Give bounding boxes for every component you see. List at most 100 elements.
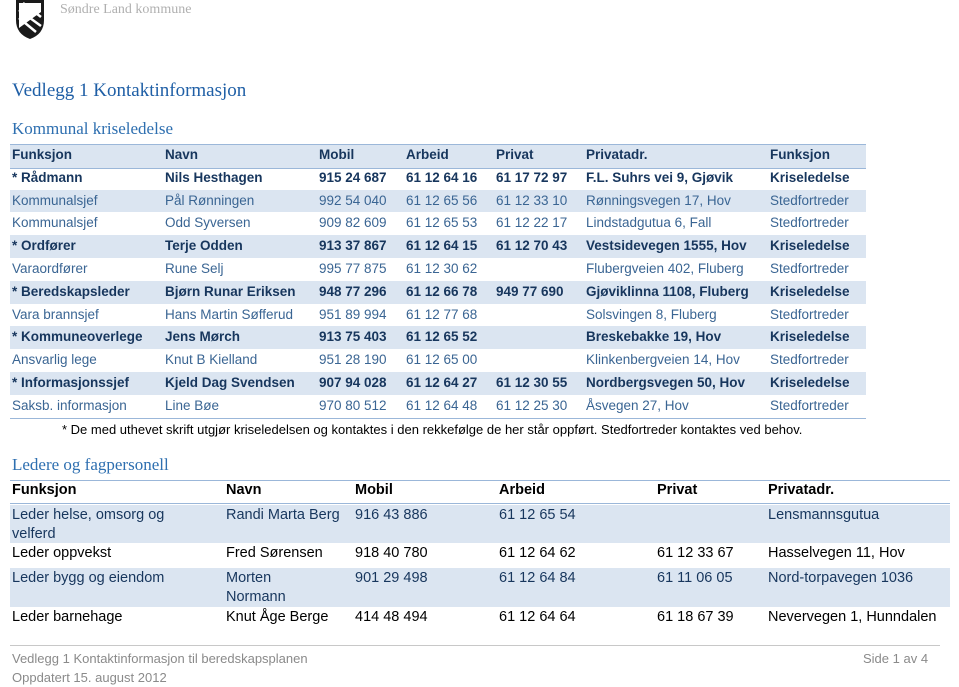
table-cell: 951 89 994 [319,306,387,322]
table-cell: Kriseledelse [770,169,850,185]
column-header: Privatadr. [586,147,648,162]
table-cell: Vara brannsjef [12,306,99,322]
table-cell: Morten Normann [226,570,286,605]
table-cell: Odd Syversen [165,215,251,231]
table-cell: Hans Martin Søfferud [165,306,294,322]
column-header: Navn [226,482,262,498]
table-cell: Knut B Kielland [165,352,258,368]
row-band [10,326,866,350]
footer-text: Vedlegg 1 Kontaktinformasjon til beredsk… [12,651,308,666]
section-heading: Kommunal kriseledelse [12,119,173,138]
table-cell: Lensmannsgutua [768,507,880,523]
table-cell: Randi Marta Berg [226,507,340,523]
table-cell: 61 12 33 10 [496,192,568,208]
table-cell: 913 37 867 [319,238,387,254]
table-cell: Fred Sørensen [226,545,323,561]
table-cell: 61 12 22 17 [496,215,568,231]
table-cell: 918 40 780 [355,545,428,561]
row-band [10,505,950,543]
table-cell: * Informasjonssjef [12,375,130,390]
table-cell: Kriseledelse [770,375,850,390]
table-cell: Nils Hesthagen [165,169,263,185]
table-cell: 970 80 512 [319,397,387,413]
page-title: Vedlegg 1 Kontaktinformasjon [12,80,247,101]
table-cell: Stedfortreder [770,397,849,413]
table-cell: 907 94 028 [319,375,387,390]
table-cell: Leder oppvekst [12,545,112,561]
section-heading: Ledere og fagpersonell [12,455,169,474]
table-cell: Leder bygg og eiendom [12,570,165,586]
table-cell: Stedfortreder [770,192,849,208]
table-cell: Åsvegen 27, Hov [586,397,689,413]
table-cell: 61 12 25 30 [496,397,568,413]
table-cell: Pål Rønningen [165,192,255,208]
table-cell: Stedfortreder [770,352,849,368]
table-cell: Rune Selj [165,261,224,276]
table-cell: 995 77 875 [319,261,387,276]
table-cell: 61 12 30 62 [406,261,478,276]
column-header: Privatadr. [768,482,835,498]
table-cell: 61 11 06 05 [657,570,733,586]
table-cell: * Ordfører [12,238,76,254]
table-cell: Rønningsvegen 17, Hov [586,192,731,208]
table-cell: 61 12 70 43 [496,238,568,254]
table-cell: 61 12 64 15 [406,238,478,254]
column-header: Funksjon [12,147,72,162]
table-cell: 61 12 64 64 [499,609,576,625]
table-cell: 915 24 687 [319,169,387,185]
table-cell: 61 12 64 27 [406,375,478,390]
table-cell: Stedfortreder [770,306,849,322]
table-cell: * Beredskapsleder [12,283,130,299]
column-header: Arbeid [499,482,545,498]
table-cell: Terje Odden [165,238,243,254]
table-cell: 949 77 690 [496,283,564,299]
org-name: Søndre Land kommune [60,2,192,17]
table-cell: Line Bøe [165,397,220,413]
table-cell: F.L. Suhrs vei 9, Gjøvik [586,169,734,185]
table-cell: Hasselvegen 11, Hov [768,545,905,561]
table-cell: 61 12 64 48 [406,397,478,413]
column-header: Privat [657,482,698,498]
footer-rule [10,645,940,646]
table-cell: Kriseledelse [770,329,850,345]
table-cell: 901 29 498 [355,570,428,586]
footnote: * De med uthevet skrift utgjør kriselede… [62,422,803,437]
table-cell: 951 28 190 [319,352,387,368]
table-cell: Leder barnehage [12,609,123,625]
table-cell: 948 77 296 [319,283,387,299]
table-cell: 61 17 72 97 [496,169,568,185]
table-cell: Stedfortreder [770,215,849,231]
column-header: Mobil [355,482,393,498]
table-cell: 61 12 33 67 [657,545,734,561]
table-cell: Gjøviklinna 1108, Fluberg [586,283,749,299]
table-cell: 61 12 66 78 [406,283,478,299]
table-cell: 61 12 65 53 [406,215,478,231]
page-number: Side 1 av 4 [863,651,929,666]
table-cell: 61 18 67 39 [657,609,734,625]
row-band [10,189,866,213]
row-band [10,235,866,258]
table-cell: Kjeld Dag Svendsen [165,375,295,390]
table-cell: Breskebakke 19, Hov [586,329,722,345]
table-cell: 61 12 77 68 [406,306,478,322]
table-cell: Knut Åge Berge [226,609,329,625]
table-cell: Solsvingen 8, Fluberg [586,306,717,322]
table-cell: Nordbergsvegen 50, Hov [586,375,746,390]
table-cell: Kriseledelse [770,238,850,254]
table-cell: 909 82 609 [319,215,387,231]
table-cell: Ansvarlig lege [12,352,97,368]
table-cell: Kriseledelse [770,283,850,299]
updated-date: Oppdatert 15. august 2012 [12,670,167,685]
table-rule [10,417,866,419]
table-cell: Jens Mørch [165,329,241,345]
table-cell: Kommunalsjef [12,215,98,231]
column-header: Privat [496,147,534,162]
table-cell: 61 12 65 52 [406,329,478,345]
table-cell: Nevervegen 1, Hunndalen [768,609,937,625]
table-cell: Bjørn Runar Eriksen [165,283,296,299]
table-cell: Vestsidevegen 1555, Hov [586,238,747,254]
table-cell: * Rådmann [12,169,83,185]
table-cell: Klinkenbergveien 14, Hov [586,352,740,368]
table-cell: Leder helse, omsorg og velferd [12,507,165,542]
